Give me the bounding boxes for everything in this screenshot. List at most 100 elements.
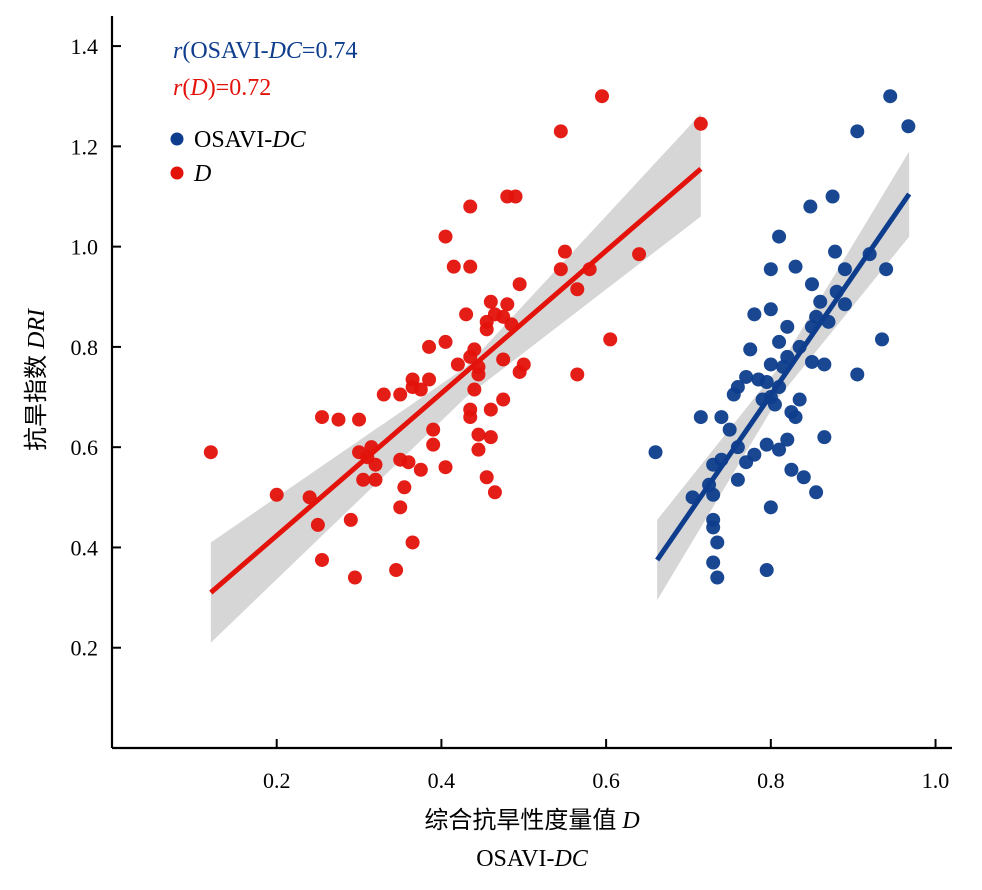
- data-point: [508, 189, 523, 204]
- data-point: [706, 520, 721, 535]
- x-tick-label: 1.0: [922, 768, 950, 793]
- data-point: [401, 455, 416, 470]
- y-tick-label: 1.2: [71, 134, 99, 159]
- data-point: [796, 470, 811, 485]
- x-tick-label: 0.6: [592, 768, 620, 793]
- x-axis-label-prefix: 综合抗旱性度量值: [424, 807, 622, 834]
- data-point: [315, 552, 329, 567]
- data-point: [828, 244, 843, 259]
- data-point: [463, 410, 478, 425]
- annotation-mid: (OSAVI-: [182, 38, 268, 64]
- data-point: [706, 487, 721, 502]
- data-point: [438, 229, 453, 244]
- data-point: [422, 372, 437, 387]
- data-point: [759, 375, 774, 389]
- data-point: [356, 472, 371, 487]
- data-point: [722, 422, 737, 437]
- x-tick-label: 0.2: [263, 768, 291, 793]
- data-point: [446, 259, 461, 274]
- legend-marker-d: [170, 166, 184, 180]
- data-point: [471, 427, 486, 442]
- y-axis-label-var: DRI: [24, 308, 50, 350]
- data-point: [405, 535, 420, 550]
- data-point: [759, 563, 774, 578]
- data-point: [706, 555, 721, 570]
- data-point: [479, 322, 494, 337]
- data-point: [393, 500, 408, 515]
- data-point: [743, 342, 758, 357]
- data-point: [368, 472, 383, 487]
- data-point: [837, 262, 852, 277]
- data-point: [763, 302, 778, 317]
- correlation-annotations: r(OSAVI-DC=0.74 r(D)=0.72: [173, 38, 357, 101]
- data-point: [269, 487, 284, 502]
- data-point: [393, 387, 408, 402]
- legend-label-osavi-dc: OSAVI-DC: [194, 127, 307, 153]
- data-point: [397, 480, 412, 495]
- data-point: [487, 485, 502, 500]
- data-point: [459, 307, 474, 322]
- data-point: [553, 262, 568, 277]
- x-axis-label2-prefix: OSAVI-: [476, 846, 554, 872]
- data-point: [763, 262, 778, 277]
- data-point: [426, 422, 441, 437]
- legend-marker-osavi-dc: [170, 132, 184, 146]
- data-point: [803, 199, 818, 214]
- data-point: [315, 410, 329, 425]
- annotation-value: =0.74: [302, 38, 358, 64]
- data-point: [739, 369, 754, 384]
- data-point: [759, 437, 774, 452]
- annotation-r-d: r(D)=0.72: [173, 75, 271, 101]
- data-point: [426, 437, 441, 452]
- data-point: [203, 445, 218, 460]
- data-point: [376, 387, 391, 402]
- data-point: [850, 124, 865, 139]
- data-point: [483, 430, 498, 445]
- annotation-value: )=0.72: [208, 75, 272, 101]
- legend-label-var: DC: [271, 127, 306, 153]
- data-point: [784, 462, 799, 477]
- legend-label-var: D: [193, 161, 211, 187]
- y-tick-label: 0.6: [71, 435, 99, 460]
- data-point: [747, 307, 762, 322]
- data-point: [805, 354, 819, 369]
- data-point: [595, 89, 609, 104]
- data-point: [730, 472, 745, 487]
- legend-label-prefix: OSAVI-: [194, 127, 272, 153]
- data-point: [780, 432, 795, 447]
- annotation-mid: (: [182, 75, 190, 101]
- y-ticks: 0.2 0.4 0.6 0.8 1.0 1.2 1.4: [71, 34, 121, 661]
- x-axis-label2-var: DC: [553, 846, 588, 872]
- data-point: [310, 517, 325, 532]
- data-point: [352, 412, 367, 427]
- x-tick-label: 0.8: [757, 768, 785, 793]
- y-tick-label: 0.2: [71, 636, 99, 661]
- data-point: [463, 349, 478, 364]
- data-point: [368, 457, 383, 472]
- data-point: [512, 364, 527, 379]
- data-point: [570, 282, 585, 297]
- data-point: [710, 570, 725, 585]
- data-point: [850, 367, 865, 382]
- axes: [110, 16, 952, 750]
- y-tick-label: 1.0: [71, 235, 99, 260]
- data-point: [693, 410, 708, 425]
- data-point: [772, 442, 787, 457]
- data-point: [763, 500, 778, 515]
- data-point: [772, 334, 787, 349]
- y-tick-label: 1.4: [71, 34, 99, 59]
- data-point: [483, 402, 498, 417]
- data-point: [813, 294, 828, 309]
- data-point: [389, 563, 404, 578]
- data-point: [809, 485, 824, 500]
- data-point: [603, 332, 618, 347]
- data-point: [500, 297, 515, 312]
- data-point: [632, 247, 647, 262]
- regression-line: [209, 167, 703, 595]
- data-point: [792, 392, 807, 407]
- y-tick-label: 0.8: [71, 335, 99, 360]
- data-point: [496, 352, 511, 367]
- data-point: [714, 410, 729, 425]
- data-point: [788, 410, 803, 425]
- x-tick-label: 0.4: [428, 768, 456, 793]
